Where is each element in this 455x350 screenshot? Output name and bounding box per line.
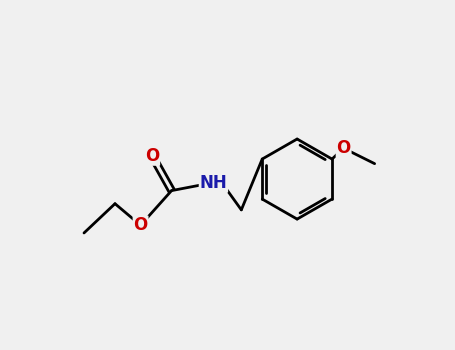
- Text: NH: NH: [200, 174, 228, 192]
- Text: O: O: [145, 147, 159, 165]
- Text: O: O: [133, 216, 148, 234]
- Text: O: O: [337, 139, 351, 157]
